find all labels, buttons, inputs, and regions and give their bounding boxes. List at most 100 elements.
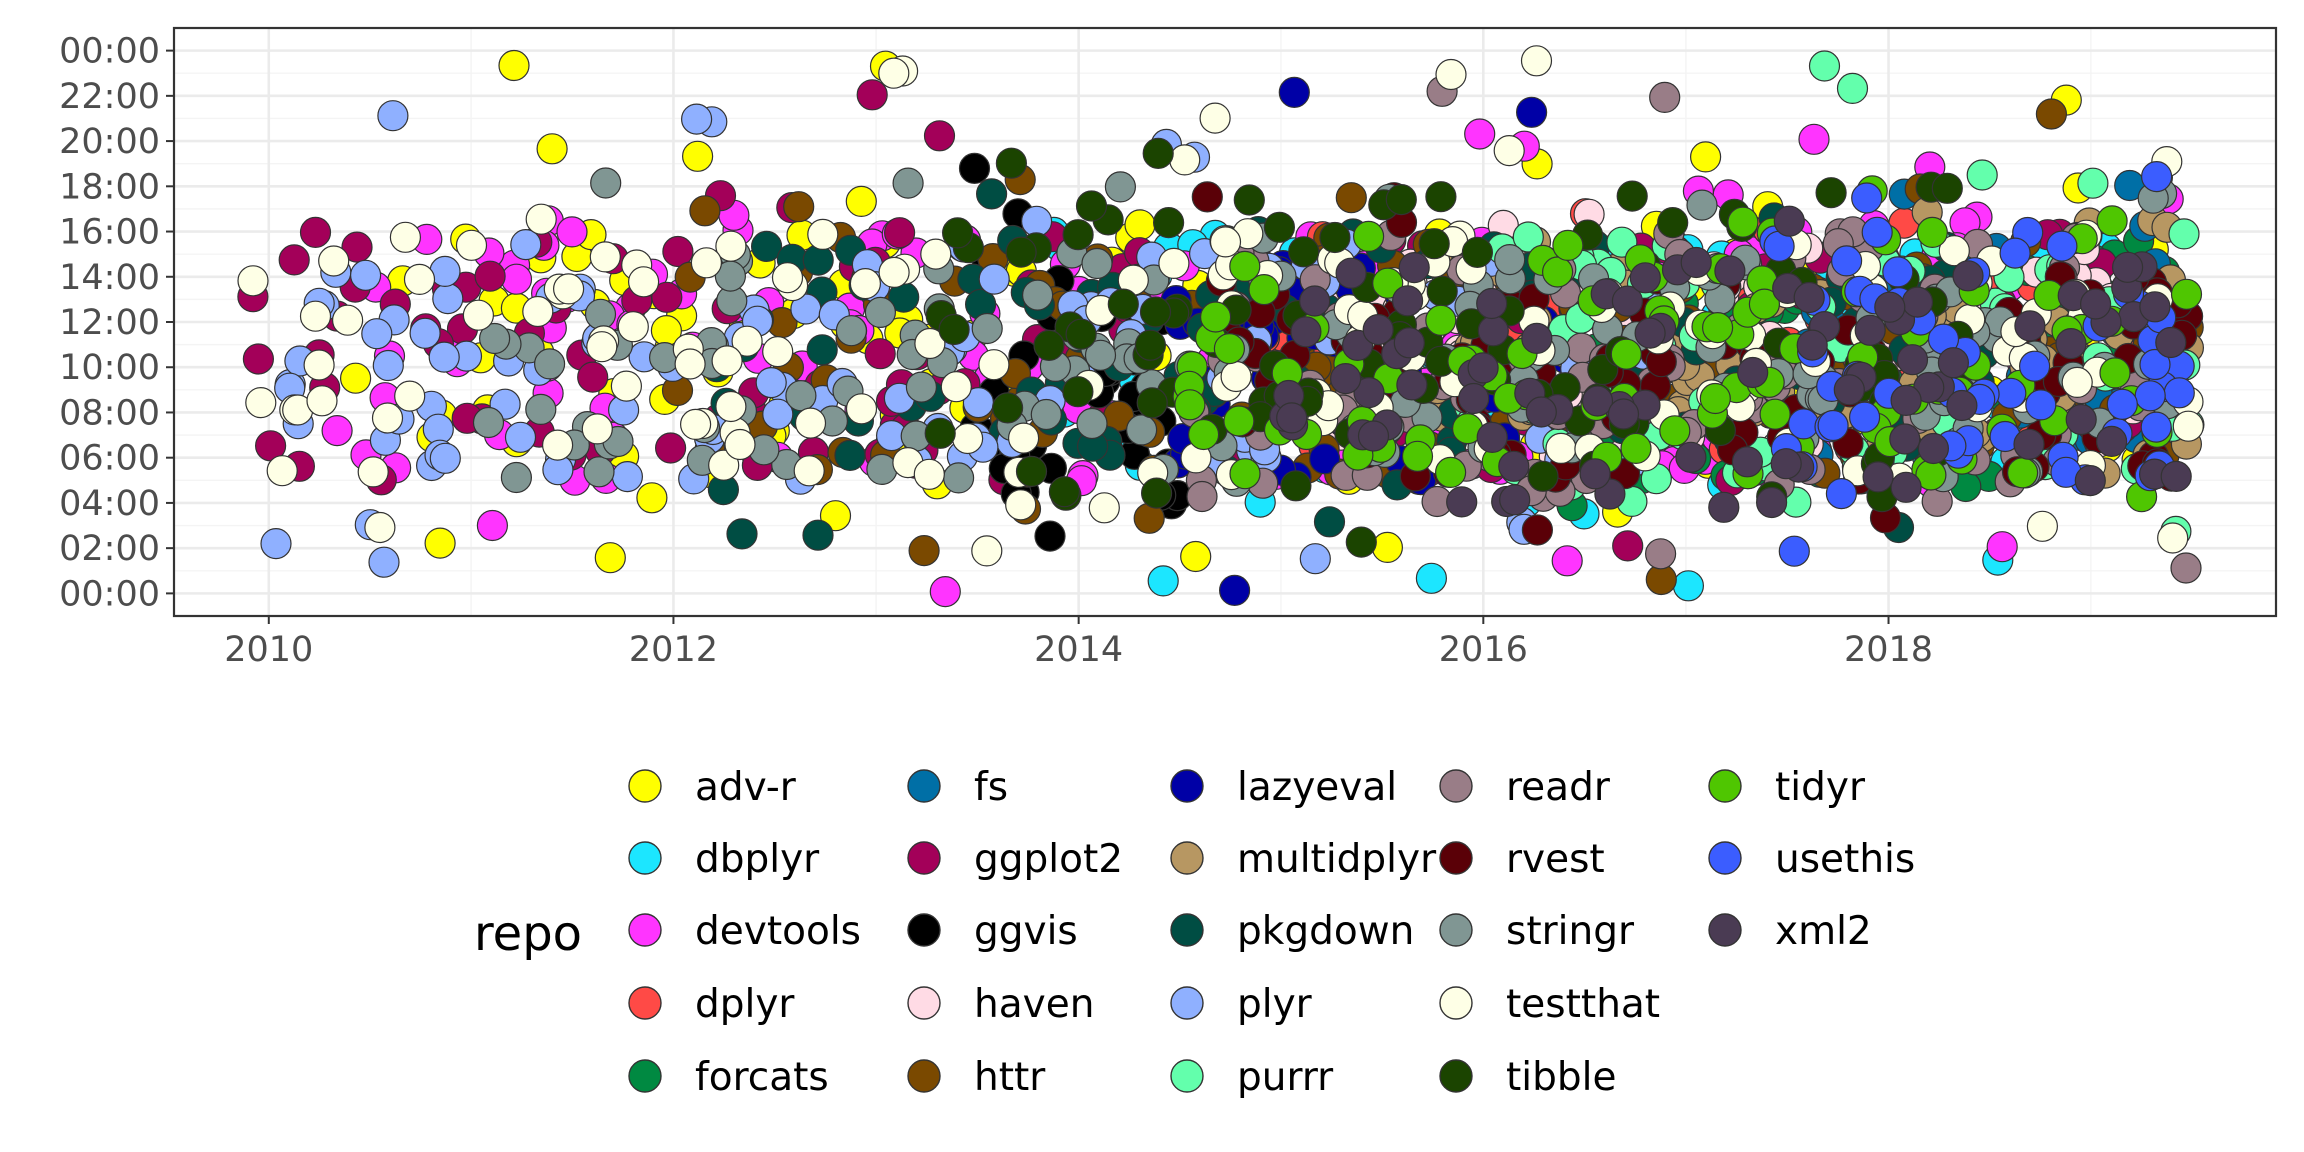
point-xml2 — [2014, 310, 2046, 342]
legend-swatch — [628, 913, 662, 947]
point-purrr — [1512, 221, 1544, 253]
point-testthat — [389, 221, 421, 253]
point-testthat — [878, 256, 910, 288]
point-tibble — [991, 392, 1024, 424]
point-tidyr — [1223, 405, 1255, 437]
point-stringr — [533, 348, 566, 380]
point-tibble — [1142, 137, 1174, 169]
point-testthat — [1545, 432, 1577, 464]
point-stringr — [1030, 398, 1062, 431]
point-testthat — [913, 458, 945, 490]
point-tidyr — [1699, 382, 1731, 415]
point-testthat — [715, 230, 747, 262]
point-xml2 — [1675, 441, 1707, 473]
point-xml2 — [1708, 491, 1740, 523]
point-tidyr — [2006, 457, 2039, 489]
point-tibble — [1616, 180, 1648, 212]
point-testthat — [771, 262, 804, 294]
point-tidyr — [2099, 357, 2131, 389]
point-testthat — [357, 456, 389, 488]
point-testthat — [849, 268, 882, 300]
point-xml2 — [1714, 255, 1746, 287]
x-axis: 2010 2012 2014 2016 2018 — [224, 616, 1933, 670]
point-usethis — [2140, 411, 2172, 443]
legend-label: tidyr — [1775, 765, 1866, 810]
legend-label: httr — [974, 1055, 1046, 1100]
point-rvest — [1191, 181, 1223, 213]
point-testthat — [807, 218, 839, 250]
point-xml2 — [1446, 486, 1478, 518]
point-testthat — [237, 265, 269, 297]
point-usethis — [1787, 408, 1820, 440]
point-pkgdown — [802, 519, 834, 551]
point-dbplyr — [1147, 565, 1179, 597]
point-tibble — [1345, 526, 1377, 558]
point-testthat — [951, 422, 984, 455]
point-tibble — [1527, 460, 1559, 492]
legend-label: rvest — [1506, 837, 1605, 882]
legend-swatch — [1439, 769, 1473, 803]
legend-swatch — [1439, 841, 1473, 875]
point-testthat — [522, 295, 554, 328]
point-tibble — [1425, 181, 1457, 213]
point-testthat — [978, 349, 1010, 381]
point-tibble — [1107, 288, 1139, 320]
point-usethis — [2018, 350, 2051, 382]
legend-item-devtools: devtools — [628, 909, 861, 954]
legend-swatch — [628, 841, 662, 875]
point-testthat — [914, 327, 946, 360]
point-ggplot2 — [299, 216, 332, 248]
y-tick-label: 10:00 — [59, 348, 160, 388]
point-tidyr — [1352, 220, 1385, 252]
point-pkgdown — [975, 178, 1008, 210]
legend-item-multidplyr: multidplyr — [1170, 837, 1437, 882]
point-tidyr — [1916, 216, 1948, 248]
point-tibble — [1062, 219, 1094, 251]
point-testthat — [878, 57, 910, 89]
point-stringr — [1076, 407, 1108, 440]
point-testthat — [586, 331, 618, 363]
point-tibble — [1062, 376, 1094, 408]
point-xml2 — [1498, 450, 1530, 482]
legend-swatch — [1170, 841, 1204, 875]
point-tidyr — [1541, 256, 1574, 288]
point-stringr — [590, 167, 622, 199]
point-xml2 — [1773, 205, 1805, 237]
point-xml2 — [1862, 461, 1894, 493]
point-xml2 — [1276, 402, 1308, 434]
point-xml2 — [2155, 326, 2187, 359]
point-testthat — [793, 455, 825, 487]
y-tick-label: 00:00 — [59, 32, 160, 72]
point-tibble — [1657, 207, 1689, 239]
point-pkgdown — [834, 439, 866, 471]
point-xml2 — [2112, 251, 2144, 283]
legend-item-adv-r: adv-r — [628, 765, 797, 810]
point-xml2 — [2074, 465, 2106, 497]
point-xml2 — [1833, 374, 1865, 406]
legend-swatch — [907, 913, 941, 947]
point-tibble — [1385, 184, 1417, 216]
legend-item-tibble: tibble — [1439, 1055, 1616, 1100]
point-plyr — [1299, 543, 1331, 575]
point-usethis — [1825, 478, 1858, 510]
point-xml2 — [2160, 460, 2192, 492]
legend-item-dbplyr: dbplyr — [628, 837, 820, 882]
point-testthat — [364, 511, 396, 544]
point-dbplyr — [1672, 570, 1705, 602]
point-ggvis — [958, 152, 991, 184]
point-stringr — [835, 315, 868, 347]
point-stringr — [864, 296, 897, 328]
point-testthat — [1088, 492, 1120, 524]
point-testthat — [731, 325, 763, 357]
y-tick-label: 20:00 — [59, 122, 160, 162]
point-xml2 — [1770, 448, 1802, 480]
point-testthat — [2172, 410, 2204, 442]
point-stringr — [1021, 279, 1054, 311]
point-ggplot2 — [242, 343, 274, 375]
point-testthat — [708, 449, 740, 481]
point-adv-r — [845, 185, 877, 217]
legend-label: dbplyr — [695, 837, 820, 882]
legend-item-dplyr: dplyr — [628, 982, 795, 1027]
y-tick-label: 04:00 — [59, 484, 160, 524]
point-stringr — [1104, 171, 1137, 203]
